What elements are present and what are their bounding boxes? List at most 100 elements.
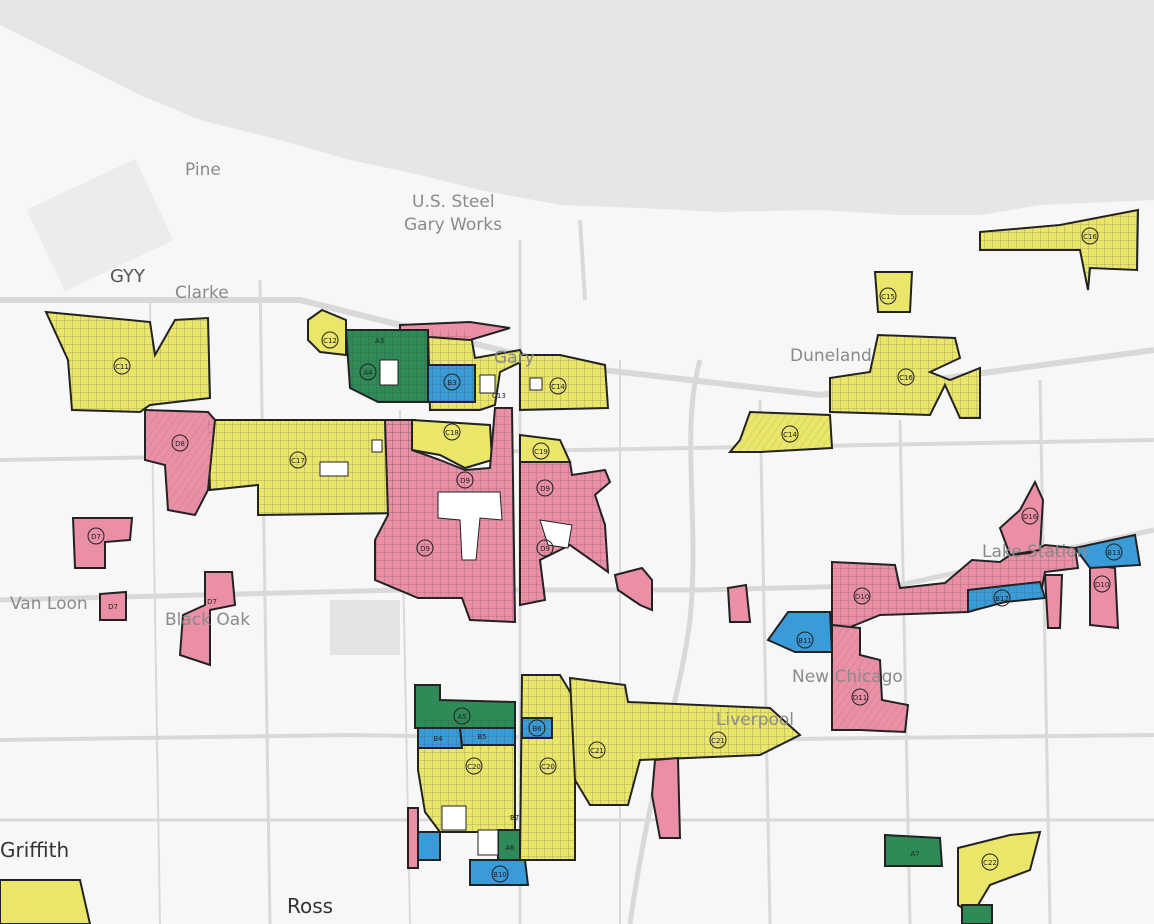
svg-text:B6: B6 [532, 725, 542, 733]
place-label-new-chicago: New Chicago [792, 667, 903, 687]
zone-B13 [1073, 533, 1142, 570]
zone-B11 [766, 611, 834, 653]
svg-text:B5: B5 [477, 733, 486, 741]
zone-D10-east [1089, 563, 1120, 630]
zone-label-B3: B3 [443, 373, 461, 391]
zone-label-C21b: C21 [709, 731, 727, 749]
place-label-pine: Pine [185, 160, 221, 180]
place-label-gary: Gary [494, 348, 535, 368]
lake-michigan [0, 0, 1154, 215]
zone-label-B7: B7 [510, 814, 519, 822]
zone-label-B6: B6 [528, 719, 546, 737]
zone-label-C19: C19 [532, 442, 550, 460]
zone-D7-west [71, 517, 134, 569]
svg-text:C21: C21 [711, 737, 725, 745]
zone-label-B13: B13 [1105, 543, 1123, 561]
svg-text:C22: C22 [983, 859, 997, 867]
zone-label-D10a: D10 [853, 587, 871, 605]
zone-label-B5: B5 [477, 733, 486, 741]
zone-D7-blackoak [178, 571, 237, 667]
svg-text:B13: B13 [1107, 549, 1121, 557]
zone-C10-corner [0, 879, 92, 924]
svg-text:D9: D9 [420, 545, 430, 553]
svg-text:B12: B12 [995, 595, 1009, 603]
place-label-duneland: Duneland [790, 346, 872, 366]
place-label-ross: Ross [287, 894, 334, 918]
zone-label-C12: C12 [321, 331, 339, 349]
svg-text:C13: C13 [492, 392, 506, 400]
zone-label-C21a: C21 [588, 741, 606, 759]
zone-label-C14: C14 [549, 377, 567, 395]
svg-text:B10: B10 [493, 871, 507, 879]
svg-text:C11: C11 [115, 363, 129, 371]
place-label-griffith: Griffith [0, 838, 70, 862]
zone-label-D9c: D9 [416, 539, 434, 557]
zone-label-A4: A4 [359, 363, 377, 381]
zone-label-C13: C13 [492, 392, 506, 400]
zone-label-D10b: D10 [1093, 575, 1111, 593]
svg-text:D16: D16 [1023, 513, 1038, 521]
zone-label-D8: D8 [171, 434, 189, 452]
place-label-van-loon: Van Loon [10, 594, 88, 614]
zone-label-A6: A6 [505, 844, 515, 852]
zone-label-C11: C11 [113, 357, 131, 375]
zone-D7-small [99, 590, 127, 621]
zone-label-D7b: D7 [108, 603, 118, 611]
svg-text:D7: D7 [91, 533, 101, 541]
zone-label-C22: C22 [981, 853, 999, 871]
zone-label-C17: C17 [289, 451, 307, 469]
zone-B7 [417, 831, 441, 861]
svg-text:C14: C14 [551, 383, 565, 391]
svg-text:D10: D10 [855, 593, 869, 601]
svg-text:D10: D10 [1095, 581, 1109, 589]
svg-text:C18: C18 [445, 429, 459, 437]
zone-label-A5: A5 [453, 707, 471, 725]
zone-label-A3: A3 [375, 337, 384, 345]
zone-D-lake [1043, 574, 1064, 629]
zone-label-D9d: D9 [536, 539, 554, 557]
place-label-clarke: Clarke [175, 283, 229, 303]
zone-A7 [884, 833, 944, 867]
zone-label-D7c: D7 [207, 598, 217, 606]
zone-labels: C11 C12 A3 A4 B3 C13 C14 D8 C17 C18 C19 … [87, 227, 1123, 883]
svg-text:D7: D7 [207, 598, 217, 606]
svg-text:C20: C20 [541, 763, 555, 771]
zone-C22 [957, 830, 1042, 917]
svg-text:C19: C19 [534, 448, 548, 456]
zone-label-B11: B11 [796, 631, 814, 649]
zone-label-B12: B12 [993, 589, 1011, 607]
zone-label-A7: A7 [910, 850, 919, 858]
industrial-block [330, 600, 400, 655]
svg-text:A7: A7 [910, 850, 919, 858]
svg-text:C17: C17 [291, 457, 305, 465]
place-label-black-oak: Black Oak [165, 610, 251, 630]
zone-holes [319, 359, 573, 856]
svg-text:C16: C16 [899, 374, 913, 382]
zone-label-C15: C15 [879, 287, 897, 305]
svg-text:D8: D8 [175, 440, 185, 448]
svg-text:C14: C14 [783, 431, 797, 439]
svg-text:C16: C16 [1083, 233, 1097, 241]
zone-label-D9b: D9 [536, 479, 554, 497]
airport-area [26, 158, 174, 292]
place-label-lake-station: Lake Station [982, 542, 1088, 562]
svg-text:B3: B3 [447, 379, 456, 387]
zone-label-C18: C18 [443, 423, 461, 441]
zone-label-D7a: D7 [87, 527, 105, 545]
zone-A-small [961, 904, 993, 924]
svg-text:C12: C12 [323, 337, 337, 345]
zone-label-C16-top: C16 [1081, 227, 1099, 245]
place-label-liverpool: Liverpool [716, 710, 795, 730]
zone-D-south [407, 807, 419, 869]
place-label-us-steel: U.S. Steel [412, 192, 495, 212]
svg-text:C15: C15 [881, 293, 895, 301]
svg-text:B11: B11 [798, 637, 812, 645]
zone-label-D9a: D9 [456, 471, 474, 489]
zone-label-B4: B4 [433, 735, 443, 743]
zone-label-D16: D16 [1021, 507, 1039, 525]
svg-text:A6: A6 [505, 844, 515, 852]
place-label-gary-works: Gary Works [404, 215, 502, 235]
zone-C15-small [873, 271, 914, 313]
